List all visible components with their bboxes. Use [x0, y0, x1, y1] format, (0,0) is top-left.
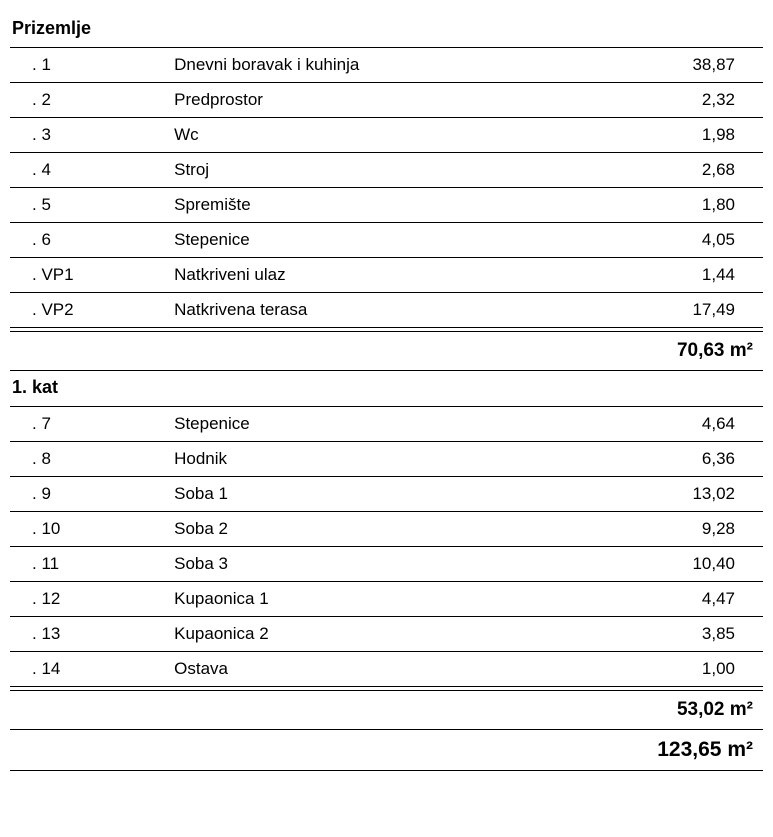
- row-area: 1,80: [597, 188, 763, 223]
- row-area: 1,98: [597, 118, 763, 153]
- section-subtotal: 53,02 m²: [10, 691, 763, 730]
- row-ref: . VP2: [10, 293, 168, 328]
- row-area: 6,36: [597, 442, 763, 477]
- table-row: . 1Dnevni boravak i kuhinja38,87: [10, 48, 763, 83]
- row-name: Kupaonica 2: [168, 617, 597, 652]
- row-name: Stepenice: [168, 407, 597, 442]
- row-ref: . 10: [10, 512, 168, 547]
- table-row: . 5Spremište1,80: [10, 188, 763, 223]
- row-area: 2,68: [597, 153, 763, 188]
- table-row: . 11Soba 310,40: [10, 547, 763, 582]
- row-ref: . 6: [10, 223, 168, 258]
- row-area: 4,47: [597, 582, 763, 617]
- table-row: . 2Predprostor2,32: [10, 83, 763, 118]
- row-ref: . 12: [10, 582, 168, 617]
- row-name: Stroj: [168, 153, 597, 188]
- row-area: 10,40: [597, 547, 763, 582]
- unit-label: m²: [730, 699, 753, 720]
- row-ref: . 11: [10, 547, 168, 582]
- unit-label: m²: [727, 738, 753, 761]
- row-name: Natkriveni ulaz: [168, 258, 597, 293]
- row-area: 2,32: [597, 83, 763, 118]
- table-row: . VP2Natkrivena terasa17,49: [10, 293, 763, 328]
- row-name: Soba 1: [168, 477, 597, 512]
- row-area: 9,28: [597, 512, 763, 547]
- row-name: Soba 2: [168, 512, 597, 547]
- table-row: . 10Soba 29,28: [10, 512, 763, 547]
- row-ref: . 9: [10, 477, 168, 512]
- row-ref: . 3: [10, 118, 168, 153]
- row-ref: . 13: [10, 617, 168, 652]
- row-area: 17,49: [597, 293, 763, 328]
- table-row: . 3Wc1,98: [10, 118, 763, 153]
- row-name: Dnevni boravak i kuhinja: [168, 48, 597, 83]
- subtotal-value: 53,02: [677, 699, 725, 720]
- table-row: . 14Ostava1,00: [10, 652, 763, 687]
- row-area: 13,02: [597, 477, 763, 512]
- row-ref: . 7: [10, 407, 168, 442]
- row-ref: . 4: [10, 153, 168, 188]
- table-row: . 9Soba 113,02: [10, 477, 763, 512]
- table-row: . 13Kupaonica 23,85: [10, 617, 763, 652]
- row-ref: . 14: [10, 652, 168, 687]
- area-table: . 1Dnevni boravak i kuhinja38,87. 2Predp…: [10, 47, 763, 371]
- grand-total-table: 123,65 m²: [10, 730, 763, 771]
- section-title: Prizemlje: [10, 12, 763, 47]
- grand-total-value: 123,65: [657, 738, 721, 761]
- row-name: Spremište: [168, 188, 597, 223]
- section-title: 1. kat: [10, 371, 763, 406]
- row-name: Kupaonica 1: [168, 582, 597, 617]
- row-name: Soba 3: [168, 547, 597, 582]
- table-row: . VP1Natkriveni ulaz1,44: [10, 258, 763, 293]
- section-subtotal: 70,63 m²: [10, 332, 763, 371]
- row-ref: . 1: [10, 48, 168, 83]
- row-ref: . 5: [10, 188, 168, 223]
- row-area: 38,87: [597, 48, 763, 83]
- row-area: 4,64: [597, 407, 763, 442]
- table-row: . 7Stepenice4,64: [10, 407, 763, 442]
- area-schedule: Prizemlje. 1Dnevni boravak i kuhinja38,8…: [10, 12, 763, 771]
- row-area: 1,44: [597, 258, 763, 293]
- row-name: Hodnik: [168, 442, 597, 477]
- row-area: 4,05: [597, 223, 763, 258]
- table-row: . 8Hodnik6,36: [10, 442, 763, 477]
- row-name: Natkrivena terasa: [168, 293, 597, 328]
- row-ref: . VP1: [10, 258, 168, 293]
- row-name: Ostava: [168, 652, 597, 687]
- area-table: . 7Stepenice4,64. 8Hodnik6,36. 9Soba 113…: [10, 406, 763, 730]
- row-name: Predprostor: [168, 83, 597, 118]
- row-ref: . 8: [10, 442, 168, 477]
- row-ref: . 2: [10, 83, 168, 118]
- row-area: 1,00: [597, 652, 763, 687]
- table-row: . 12Kupaonica 14,47: [10, 582, 763, 617]
- table-row: . 4Stroj2,68: [10, 153, 763, 188]
- row-name: Stepenice: [168, 223, 597, 258]
- row-name: Wc: [168, 118, 597, 153]
- subtotal-value: 70,63: [677, 340, 725, 361]
- row-area: 3,85: [597, 617, 763, 652]
- table-row: . 6Stepenice4,05: [10, 223, 763, 258]
- unit-label: m²: [730, 340, 753, 361]
- grand-total: 123,65 m²: [10, 730, 763, 771]
